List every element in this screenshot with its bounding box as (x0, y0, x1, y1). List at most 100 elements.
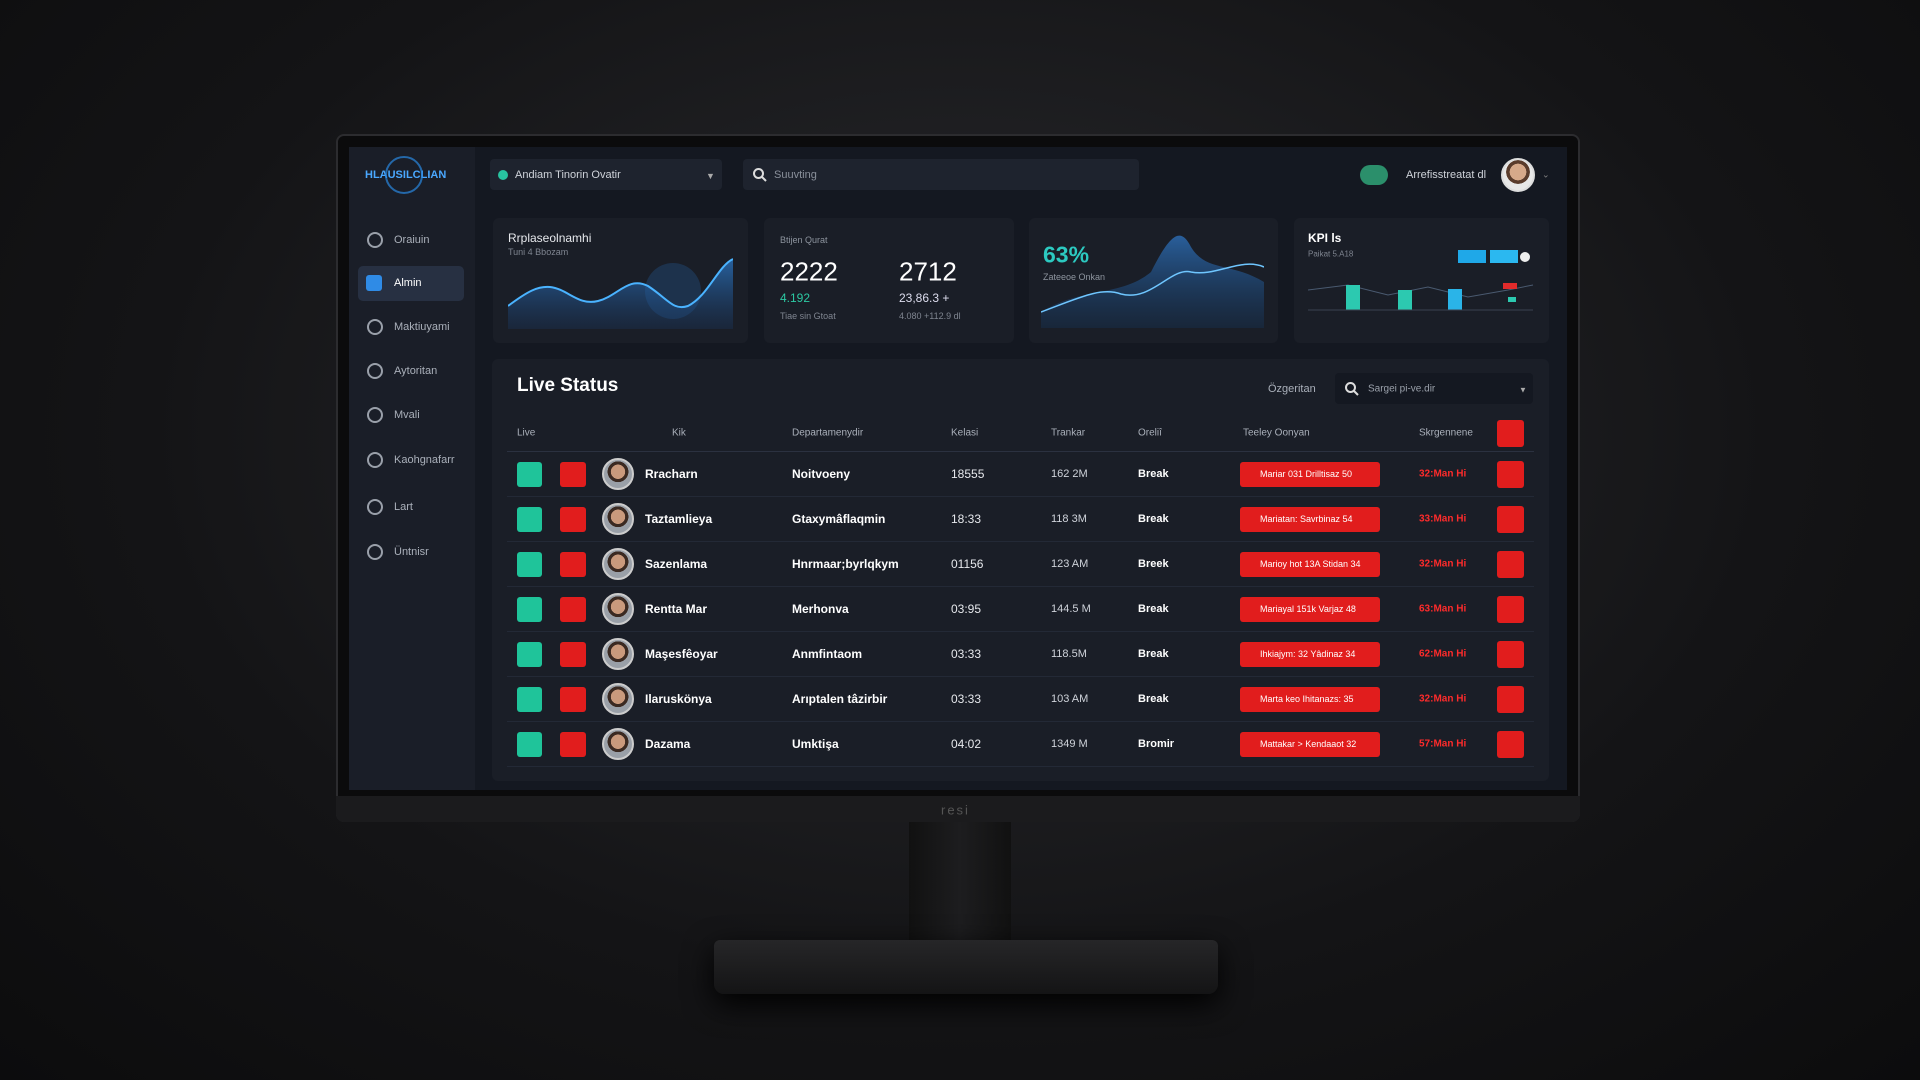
workspace-dropdown[interactable] (490, 159, 722, 190)
trankar: 144.5 M (1051, 603, 1091, 615)
duration: 33:Man Hi (1419, 513, 1467, 525)
panel-search[interactable] (1335, 373, 1533, 404)
live-checkbox[interactable] (517, 507, 542, 532)
monitor-chin (336, 796, 1580, 822)
department: Merhonva (792, 602, 849, 616)
alert-badge-text: Marta keo Ihitanazs: 35 (1260, 694, 1354, 704)
nav-item[interactable]: Maktiuyami (394, 321, 450, 333)
column-header: Skrgennene (1419, 427, 1473, 439)
nav-item[interactable]: Oraiuin (394, 234, 430, 246)
alert-badge (1240, 687, 1380, 712)
employee-name: Maşesfêoyar (645, 647, 718, 661)
department: Anmfintaom (792, 647, 862, 661)
kelasi: 03:95 (951, 602, 982, 616)
alert-badge (1240, 732, 1380, 757)
status: Break (1138, 693, 1169, 705)
rate-chart (1041, 235, 1264, 328)
nav-icon (367, 544, 383, 560)
live-checkbox[interactable] (517, 597, 542, 622)
stats-secondary-note: 4.080 +112.9 dl (899, 311, 961, 321)
duration: 32:Man Hi (1419, 468, 1467, 480)
alert-badge-text: Mariar 031 Drilltisaz 50 (1260, 469, 1353, 479)
employee-name: Rentta Mar (645, 602, 708, 616)
workspace-icon (498, 170, 508, 180)
workspace-label: Andiam Tinorin Ovatir (515, 169, 621, 181)
alert-badge-text: Ihkiajym: 32 Yâdinaz 34 (1260, 649, 1356, 659)
rate-value: 63% (1043, 241, 1090, 268)
warning-button[interactable] (1497, 731, 1524, 758)
trankar: 123 AM (1051, 558, 1089, 570)
column-header: Live (517, 427, 536, 439)
avatar (602, 683, 634, 715)
warning-button[interactable] (1497, 641, 1524, 668)
nav-item[interactable]: Üntnisr (394, 546, 429, 558)
nav-item[interactable]: Aytoritan (394, 365, 438, 377)
nav-item[interactable]: Kaohgnafarr (394, 454, 455, 466)
alert-badge-text: Mariayal 151k Varjaz 48 (1260, 604, 1356, 614)
kelasi: 18555 (951, 467, 985, 481)
kelasi: 04:02 (951, 737, 982, 751)
nav-icon (367, 363, 383, 379)
alert-badge-text: Marioy hot 13A Stidan 34 (1260, 559, 1361, 569)
live-checkbox[interactable] (517, 462, 542, 487)
live-checkbox[interactable] (517, 642, 542, 667)
monitor-neck (909, 820, 1011, 955)
duration: 32:Man Hi (1419, 558, 1467, 570)
nav-item[interactable]: Mvali (394, 409, 420, 421)
search-box[interactable] (743, 159, 1139, 190)
nav-icon (367, 319, 383, 335)
alert-badge (1240, 642, 1380, 667)
warning-button[interactable] (1497, 506, 1524, 533)
warning-button[interactable] (1497, 551, 1524, 578)
avatar (602, 548, 634, 580)
column-header: Trankar (1051, 427, 1086, 439)
live-checkbox[interactable] (517, 687, 542, 712)
department: Noitvoeny (792, 467, 851, 481)
kpi-title: KPI ls (1308, 231, 1342, 245)
warning-button[interactable] (1497, 686, 1524, 713)
department: Arıptalen tâzirbir (792, 692, 888, 706)
live-checkbox[interactable] (517, 732, 542, 757)
trankar: 1349 M (1051, 738, 1088, 750)
alert-icon (560, 462, 586, 487)
nav-item[interactable]: Lart (394, 501, 413, 513)
status-icon (1360, 165, 1388, 185)
alert-icon (560, 597, 586, 622)
department: Umktişa (792, 737, 839, 751)
panel-search-icon (1345, 382, 1359, 396)
live-checkbox[interactable] (517, 552, 542, 577)
duration: 57:Man Hi (1419, 738, 1467, 750)
status: Break (1138, 648, 1169, 660)
duration: 32:Man Hi (1419, 693, 1467, 705)
warning-button[interactable] (1497, 461, 1524, 488)
filter-label[interactable]: Özgeritan (1268, 383, 1316, 395)
stats-primary-delta: 4.192 (780, 291, 811, 305)
monitor-brand: resi (941, 802, 970, 818)
alert-badge-text: Mariatan: Savrbinaz 54 (1260, 514, 1353, 524)
stats-label: Btijen Qurat (780, 235, 828, 245)
user-avatar[interactable] (1501, 158, 1535, 192)
alert-badge (1240, 507, 1380, 532)
employee-name: Dazama (645, 737, 691, 751)
nav-item[interactable]: Almin (394, 277, 422, 289)
status: Break (1138, 513, 1169, 525)
rate-label: Zateeoe Onkan (1043, 272, 1106, 282)
trankar: 162 2M (1051, 468, 1088, 480)
avatar (602, 593, 634, 625)
logo-ring (385, 156, 423, 194)
row-divider (507, 541, 1534, 542)
kelasi: 03:33 (951, 692, 982, 706)
search-placeholder: Suuvting (774, 169, 817, 181)
panel-title: Live Status (517, 375, 619, 396)
search-icon (753, 168, 767, 182)
sidebar (349, 147, 475, 790)
alert-icon (560, 687, 586, 712)
warning-button[interactable] (1497, 596, 1524, 623)
card-subtitle: Tuni 4 Bbozam (508, 247, 569, 257)
employee-name: Rracharn (645, 467, 698, 481)
panel-search-caret: ▼ (1519, 385, 1527, 395)
nav-icon (367, 452, 383, 468)
employee-name: Ilaruskönya (645, 692, 712, 706)
dropdown-caret: ▼ (706, 171, 715, 181)
